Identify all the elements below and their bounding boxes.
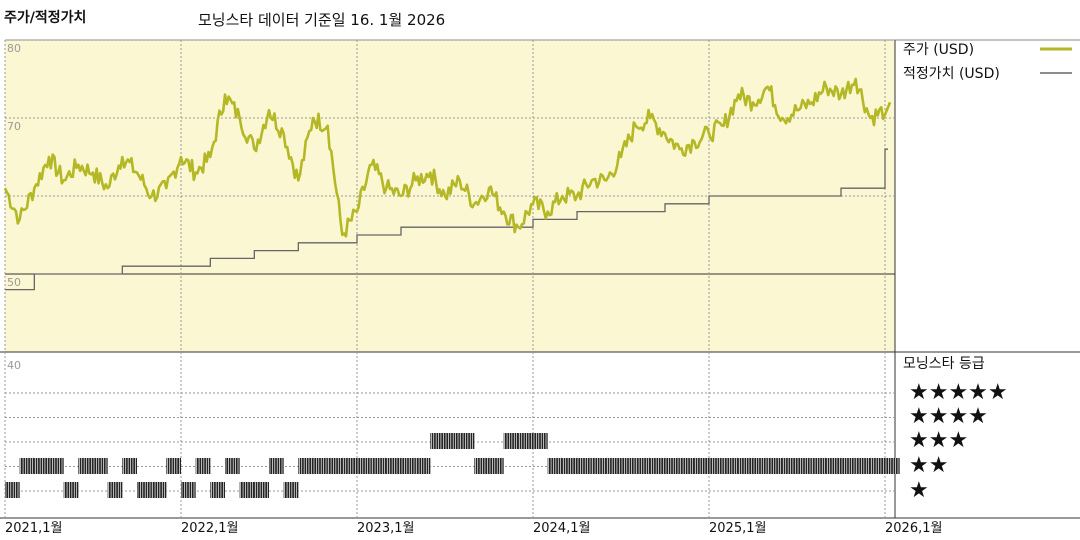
rating-block (811, 458, 827, 474)
x-tick-label: 2021,1월 (5, 521, 62, 536)
rating-3-stars: ★★★ (909, 428, 968, 453)
rating-block (430, 433, 445, 449)
price-line (3, 77, 892, 238)
chart-title: 주가/적정가치 (4, 10, 87, 26)
y-axis-ticks: 80 70 50 40 (7, 42, 21, 372)
rating-block (49, 458, 64, 474)
rating-block (357, 458, 372, 474)
x-tick-label: 2023,1월 (357, 521, 414, 536)
rating-block (577, 458, 592, 474)
rating-block (371, 458, 387, 474)
rating-block (679, 458, 695, 474)
rating-block (166, 458, 181, 474)
rating-block (767, 458, 783, 474)
x-axis-ticks: 2021,1월 2022,1월 2023,1월 2024,1월 2025,1월 2026,… (5, 521, 942, 536)
rating-block (283, 482, 299, 498)
rating-block (210, 482, 225, 498)
rating-block (445, 433, 460, 449)
rating-block (415, 458, 431, 474)
rating-block (591, 458, 607, 474)
rating-block (665, 458, 680, 474)
y-tick-label: 50 (7, 276, 21, 289)
rating-block (122, 458, 137, 474)
rating-block (635, 458, 651, 474)
rating-block (254, 482, 269, 498)
fair-value-series (5, 148, 888, 291)
rating-block (181, 482, 196, 498)
rating-block (855, 458, 871, 474)
fair-value-line (5, 148, 888, 291)
legend-fair-label: 적정가치 (USD) (903, 66, 1000, 82)
rating-block (313, 458, 328, 474)
rating-block (650, 458, 665, 474)
y-tick-label: 70 (7, 120, 21, 133)
price-series (3, 77, 892, 238)
rating-block (459, 433, 475, 449)
rating-block (225, 458, 240, 474)
x-tick-label: 2025,1월 (709, 521, 766, 536)
rating-block (797, 458, 812, 474)
rating-block (342, 458, 357, 474)
rating-legend-title: 모닝스타 등급 (903, 356, 985, 372)
rating-block (78, 458, 93, 474)
rating-block (562, 458, 577, 474)
rating-block (137, 482, 152, 498)
rating-block (606, 458, 621, 474)
rating-block (885, 458, 900, 474)
rating-block (489, 458, 504, 474)
rating-block (503, 433, 519, 449)
rating-5-stars: ★★★★★ (909, 380, 1008, 405)
rating-block (841, 458, 856, 474)
rating-block (547, 458, 563, 474)
y-tick-label: 40 (7, 359, 21, 372)
rating-block (19, 458, 35, 474)
rating-block (694, 458, 709, 474)
rating-block (93, 458, 108, 474)
rating-block (5, 482, 20, 498)
x-tick-label: 2022,1월 (181, 521, 238, 536)
rating-block (723, 458, 739, 474)
x-tick-label: 2024,1월 (533, 521, 590, 536)
rating-block (63, 482, 79, 498)
rating-block (195, 458, 211, 474)
rating-2-stars: ★★ (909, 453, 948, 478)
rating-block (386, 458, 401, 474)
rating-block (738, 458, 753, 474)
y-tick-label: 80 (7, 42, 21, 55)
rating-block (826, 458, 841, 474)
rating-block (239, 482, 255, 498)
rating-block (269, 458, 284, 474)
rating-block (474, 458, 489, 474)
rating-block (401, 458, 416, 474)
chart-subtitle: 모닝스타 데이터 기준일 16. 1월 2026 (198, 11, 446, 29)
rating-block (753, 458, 768, 474)
rating-block (518, 433, 533, 449)
rating-block (151, 482, 167, 498)
rating-block (298, 458, 313, 474)
rating-1-star: ★ (909, 478, 929, 503)
rating-block (621, 458, 636, 474)
legend-price-label: 주가 (USD) (903, 42, 974, 58)
rating-block (34, 458, 49, 474)
rating-block (107, 482, 123, 498)
rating-block (709, 458, 724, 474)
rating-block (870, 458, 885, 474)
x-tick-label: 2026,1월 (885, 521, 942, 536)
rating-4-stars: ★★★★ (909, 404, 988, 429)
rating-block (533, 433, 548, 449)
rating-bars (5, 433, 900, 498)
rating-block (327, 458, 343, 474)
rating-block (782, 458, 797, 474)
